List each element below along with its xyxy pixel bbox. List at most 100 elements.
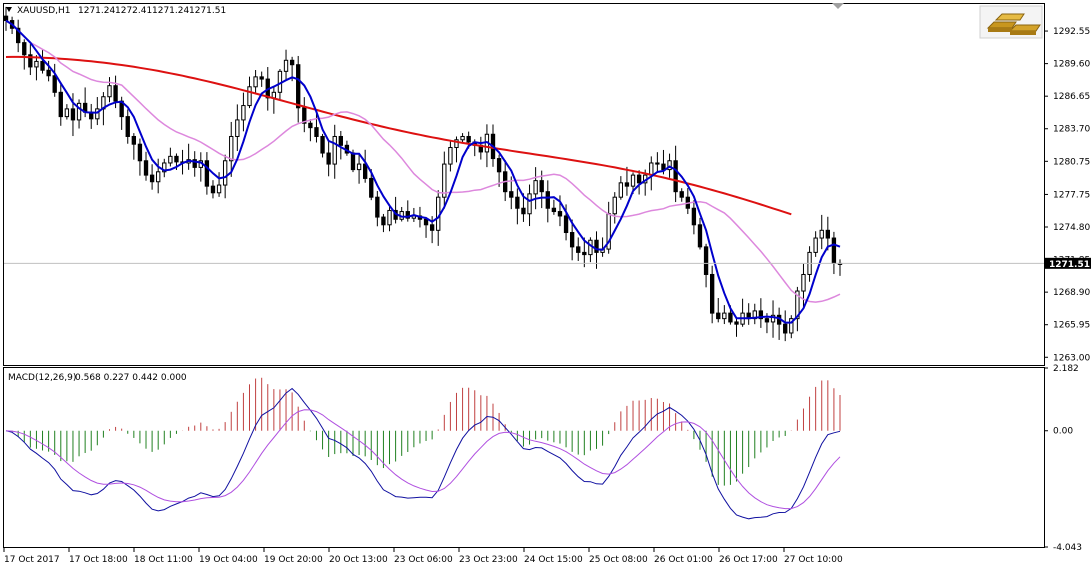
candle[interactable] — [569, 219, 575, 261]
candle[interactable] — [612, 192, 617, 224]
candle[interactable] — [204, 152, 210, 195]
candle[interactable] — [95, 97, 100, 126]
candle[interactable] — [387, 204, 392, 232]
candle[interactable] — [64, 104, 70, 120]
candle[interactable] — [716, 297, 721, 323]
candle[interactable] — [3, 6, 9, 31]
candle[interactable] — [734, 317, 739, 337]
candle[interactable] — [16, 19, 21, 53]
candle[interactable] — [58, 82, 63, 126]
macd-pane[interactable] — [3, 367, 1045, 548]
candle[interactable] — [210, 180, 216, 199]
candle[interactable] — [709, 265, 715, 324]
candle[interactable] — [46, 60, 51, 82]
candle[interactable] — [149, 164, 155, 190]
candle[interactable] — [40, 49, 45, 74]
candle[interactable] — [624, 166, 630, 196]
candle[interactable] — [655, 152, 660, 172]
candle[interactable] — [703, 243, 709, 288]
candle[interactable] — [156, 158, 161, 194]
candle-body — [229, 135, 234, 162]
candle[interactable] — [582, 237, 587, 268]
candle[interactable] — [338, 130, 343, 160]
candle[interactable] — [576, 237, 581, 261]
candle[interactable] — [70, 93, 76, 137]
candle[interactable] — [143, 151, 149, 181]
candle[interactable] — [770, 300, 776, 338]
candle[interactable] — [131, 133, 137, 160]
candle[interactable] — [636, 170, 642, 195]
candle[interactable] — [381, 213, 386, 233]
candle[interactable] — [76, 99, 82, 129]
candle[interactable] — [442, 151, 447, 209]
candle[interactable] — [107, 77, 112, 103]
candle[interactable] — [320, 133, 325, 158]
candle-body — [314, 127, 319, 137]
chevron-down-icon[interactable] — [6, 7, 12, 12]
candle-body — [795, 290, 800, 320]
candle[interactable] — [326, 140, 331, 177]
candle[interactable] — [34, 55, 39, 81]
candle[interactable] — [527, 184, 532, 227]
candle[interactable] — [216, 172, 222, 197]
candle[interactable] — [28, 44, 33, 76]
candle[interactable] — [302, 97, 307, 133]
candle[interactable] — [758, 298, 764, 328]
candle[interactable] — [241, 92, 246, 132]
candle[interactable] — [235, 104, 240, 152]
candle[interactable] — [137, 138, 143, 176]
candle[interactable] — [405, 200, 410, 222]
candle-body — [825, 229, 830, 239]
candle[interactable] — [697, 217, 703, 250]
candle[interactable] — [545, 180, 550, 223]
candle[interactable] — [679, 188, 684, 202]
candle[interactable] — [125, 109, 130, 144]
candle[interactable] — [253, 70, 258, 95]
candle[interactable] — [722, 305, 727, 325]
candle[interactable] — [168, 147, 173, 167]
candle-body — [594, 239, 599, 253]
scroll-marker-icon[interactable] — [832, 3, 844, 9]
candle[interactable] — [162, 158, 167, 178]
candle[interactable] — [52, 63, 57, 97]
candle[interactable] — [551, 199, 557, 215]
candle[interactable] — [308, 119, 313, 142]
candle[interactable] — [825, 216, 830, 251]
candle[interactable] — [229, 121, 234, 177]
candle[interactable] — [362, 149, 368, 183]
candle[interactable] — [795, 286, 800, 332]
candle[interactable] — [673, 145, 678, 203]
svg-text:1271.51: 1271.51 — [1049, 260, 1090, 270]
candle[interactable] — [789, 315, 794, 339]
candle[interactable] — [515, 188, 520, 225]
candle[interactable] — [460, 133, 465, 143]
ma-mid-line — [5, 19, 841, 303]
candle[interactable] — [283, 49, 289, 80]
candle-body — [216, 184, 222, 194]
candle[interactable] — [375, 190, 380, 227]
candle[interactable] — [813, 231, 818, 257]
candle[interactable] — [423, 216, 429, 238]
candle[interactable] — [356, 154, 362, 184]
candle[interactable] — [533, 167, 538, 210]
candle[interactable] — [819, 214, 824, 250]
candle[interactable] — [496, 154, 502, 187]
candle[interactable] — [332, 124, 337, 179]
time-axis: 17 Oct 2017 17 Oct 18:00 18 Oct 11:00 19 Oc… — [3, 547, 843, 565]
price-tick-label: 1286.65 — [1053, 92, 1090, 102]
candle[interactable] — [296, 55, 301, 123]
main-pane[interactable] — [3, 3, 1045, 366]
candle[interactable] — [22, 39, 27, 70]
candle[interactable] — [691, 200, 697, 235]
candle[interactable] — [783, 310, 788, 342]
candle[interactable] — [618, 176, 624, 200]
candle[interactable] — [509, 176, 514, 210]
candle[interactable] — [521, 193, 526, 222]
candle-body — [308, 122, 313, 129]
candle[interactable] — [448, 141, 453, 172]
candle-body — [758, 310, 764, 320]
candle-body — [509, 191, 514, 198]
candle[interactable] — [314, 112, 319, 143]
candle[interactable] — [259, 71, 264, 87]
candle[interactable] — [192, 151, 197, 177]
